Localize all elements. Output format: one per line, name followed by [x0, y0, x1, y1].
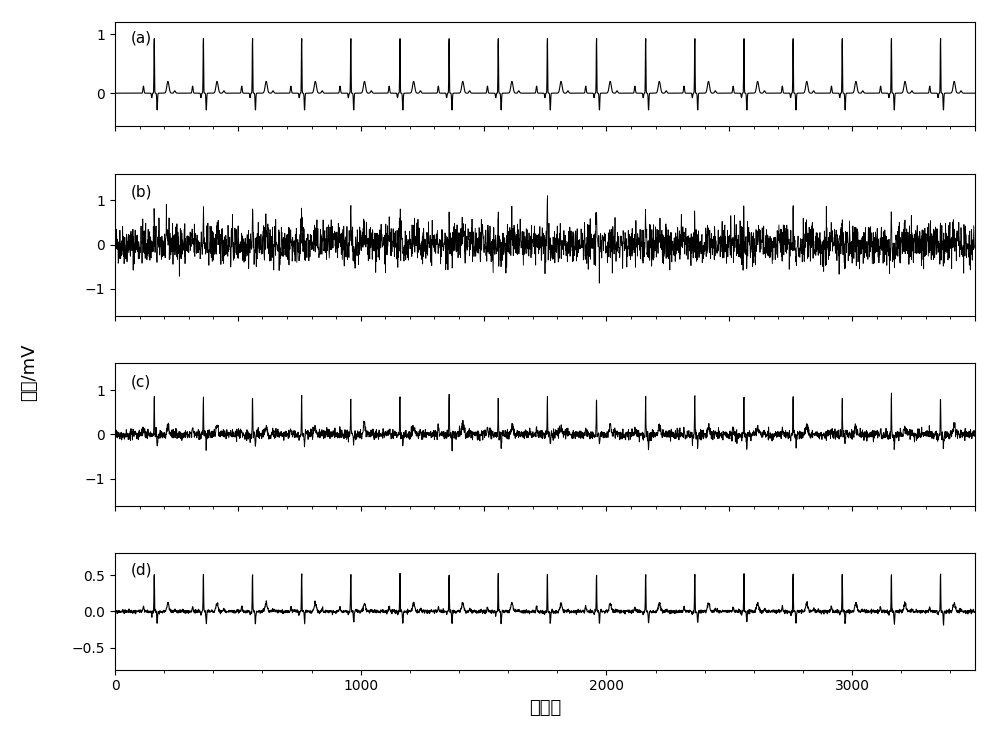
Text: 幅値/mV: 幅値/mV	[20, 343, 38, 401]
Text: (b): (b)	[130, 185, 152, 200]
Text: (d): (d)	[130, 562, 152, 577]
X-axis label: 样本点: 样本点	[529, 699, 561, 717]
Text: (c): (c)	[130, 375, 151, 390]
Text: (a): (a)	[130, 31, 152, 45]
